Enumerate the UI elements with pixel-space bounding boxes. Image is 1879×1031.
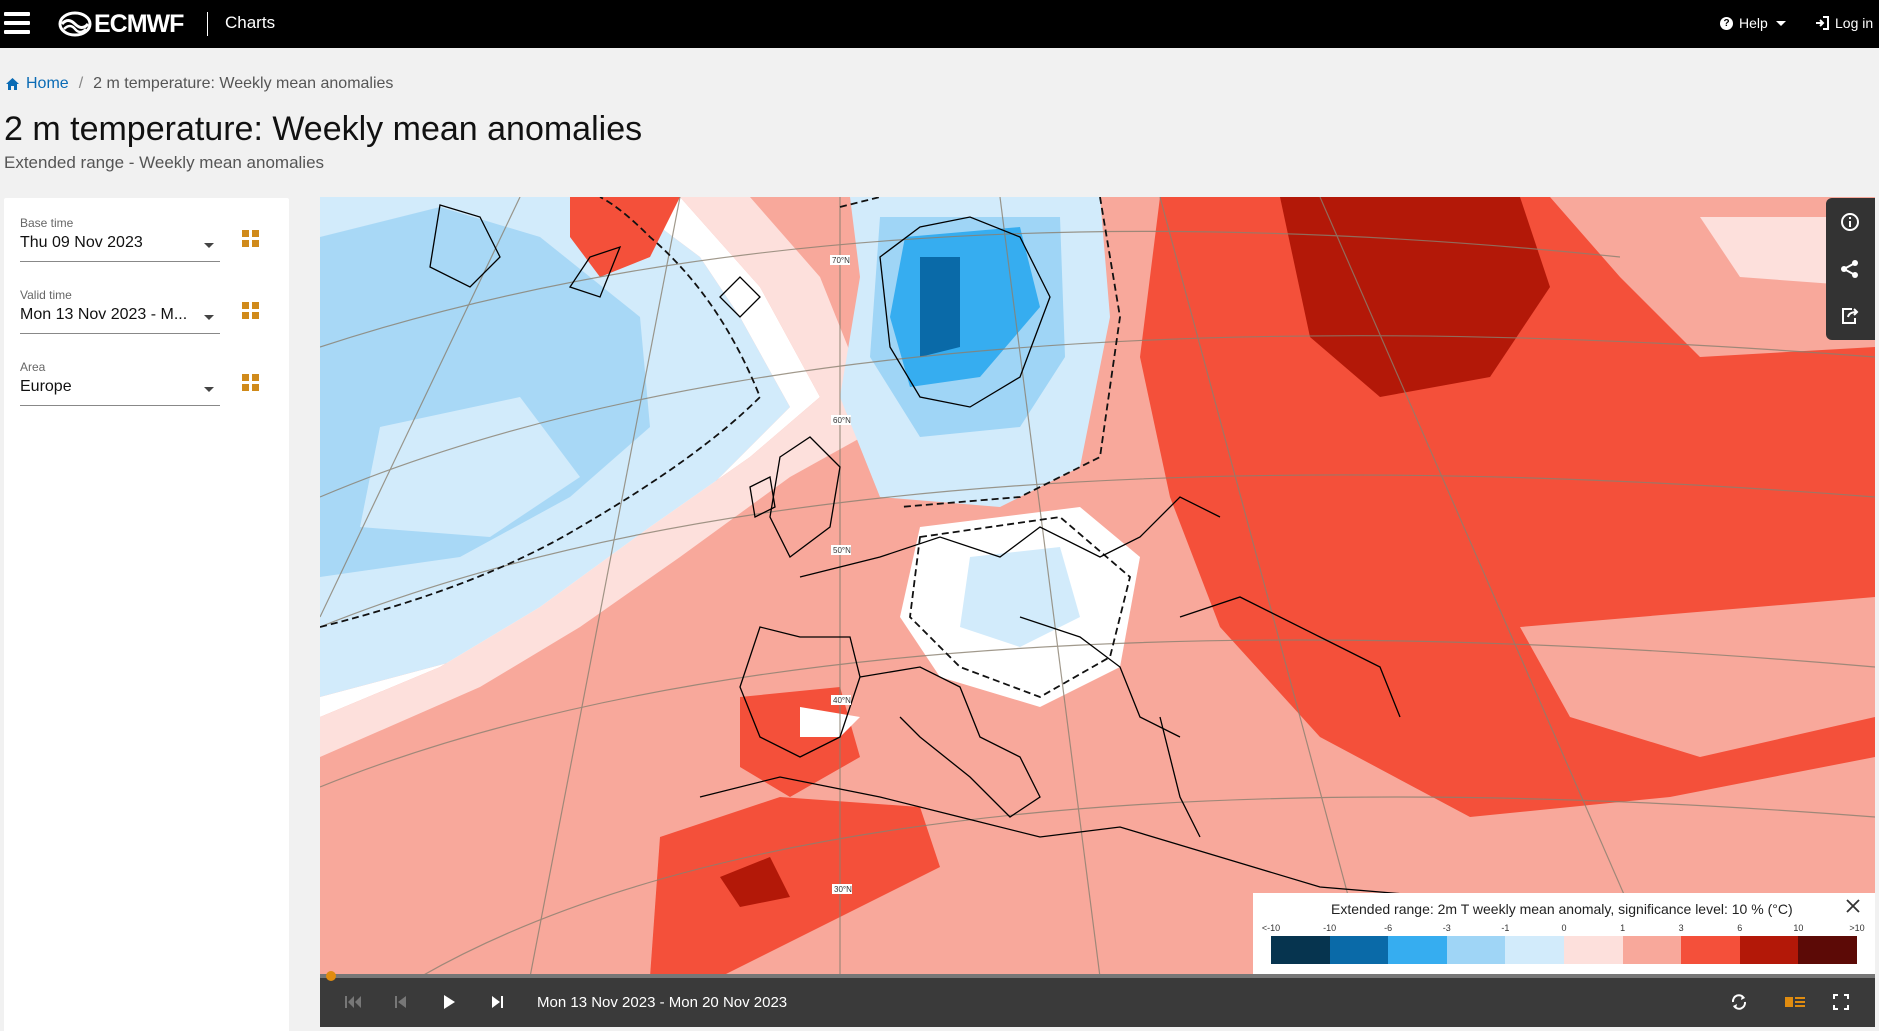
- chevron-down-icon: [1775, 20, 1786, 26]
- legend-tick-label: -1: [1501, 923, 1510, 933]
- login-label: Log in: [1835, 15, 1874, 31]
- legend-tick-label: 3: [1678, 923, 1684, 933]
- login-icon: [1816, 16, 1829, 30]
- loop-icon[interactable]: [1728, 992, 1750, 1012]
- legend-swatch: [1446, 936, 1506, 964]
- lat-label-70: 70°N: [832, 256, 850, 265]
- play-icon[interactable]: [438, 992, 460, 1012]
- valid-time-value: Mon 13 Nov 2023 - M...: [20, 306, 188, 323]
- legend-swatch: [1739, 936, 1799, 964]
- close-icon[interactable]: [1845, 898, 1863, 916]
- grid-icon[interactable]: [242, 374, 259, 391]
- fullscreen-icon[interactable]: [1830, 992, 1852, 1012]
- lat-label-30: 30°N: [834, 885, 852, 894]
- layers-icon[interactable]: [1784, 992, 1806, 1012]
- valid-time-select[interactable]: Mon 13 Nov 2023 - M...: [20, 306, 220, 334]
- help-circle-icon: ?: [1720, 16, 1733, 30]
- valid-time-label: Valid time: [20, 288, 72, 302]
- area-select[interactable]: Europe: [20, 378, 220, 406]
- base-time-value: Thu 09 Nov 2023: [20, 234, 143, 251]
- base-time-field[interactable]: Base time Thu 09 Nov 2023: [20, 216, 220, 262]
- breadcrumb-home[interactable]: Home: [5, 75, 69, 93]
- area-field[interactable]: Area Europe: [20, 360, 220, 406]
- legend-swatch: [1681, 936, 1740, 964]
- legend-swatch: [1505, 936, 1564, 964]
- skip-first-icon[interactable]: [342, 992, 364, 1012]
- lat-label-40: 40°N: [833, 696, 851, 705]
- help-menu[interactable]: ? Help: [1720, 15, 1786, 31]
- legend-tick-label: 10: [1793, 923, 1804, 933]
- chevron-down-icon: [204, 243, 214, 248]
- step-forward-icon[interactable]: [486, 992, 508, 1012]
- step-back-icon[interactable]: [390, 992, 412, 1012]
- breadcrumb-separator: /: [78, 75, 84, 92]
- grid-icon[interactable]: [242, 230, 259, 247]
- info-icon[interactable]: [1838, 210, 1862, 234]
- legend-tick-label: -3: [1442, 923, 1451, 933]
- top-navbar: ECMWF Charts ? Help Log in: [0, 0, 1879, 48]
- share-icon[interactable]: [1838, 257, 1862, 281]
- ecmwf-logo[interactable]: ECMWF: [58, 9, 184, 38]
- brand-name: ECMWF: [94, 9, 184, 38]
- chevron-down-icon: [204, 387, 214, 392]
- app-name[interactable]: Charts: [225, 13, 276, 32]
- login-button[interactable]: Log in: [1815, 15, 1873, 31]
- grid-icon[interactable]: [242, 302, 259, 319]
- legend-ticks: <-10 -10 -6 -3 -1 0 1 3 6 10 >10: [1262, 923, 1865, 935]
- page-subtitle: Extended range - Weekly mean anomalies: [4, 153, 325, 172]
- help-label: Help: [1739, 15, 1768, 31]
- ecmwf-logo-mark: [58, 11, 92, 37]
- legend-tick-label: -6: [1384, 923, 1393, 933]
- valid-time-field[interactable]: Valid time Mon 13 Nov 2023 - M...: [20, 288, 220, 334]
- logo-divider: [207, 12, 208, 36]
- legend-swatch: [1271, 936, 1330, 964]
- legend-tick-label: >10: [1849, 923, 1865, 933]
- valid-date-range: Mon 13 Nov 2023 - Mon 20 Nov 2023: [537, 994, 788, 1011]
- page-title: 2 m temperature: Weekly mean anomalies: [4, 110, 643, 148]
- legend-tick-label: -10: [1323, 923, 1337, 933]
- lat-label-50: 50°N: [833, 546, 851, 555]
- hamburger-icon[interactable]: [4, 12, 30, 36]
- legend-tick-label: 1: [1620, 923, 1626, 933]
- map-tools: [1826, 198, 1875, 340]
- legend-tick-label: <-10: [1261, 923, 1281, 933]
- parameters-sidebar: Base time Thu 09 Nov 2023 Valid time Mon…: [4, 198, 289, 1031]
- legend-swatch: [1388, 936, 1447, 964]
- area-value: Europe: [20, 378, 72, 395]
- colour-legend: Extended range: 2m T weekly mean anomaly…: [1253, 893, 1875, 975]
- legend-colour-bar: [1271, 936, 1857, 964]
- legend-title: Extended range: 2m T weekly mean anomaly…: [1331, 901, 1793, 917]
- legend-swatch: [1563, 936, 1623, 964]
- base-time-select[interactable]: Thu 09 Nov 2023: [20, 234, 220, 262]
- map-panel[interactable]: 70°N 60°N 50°N 40°N 30°N: [320, 197, 1875, 1027]
- timeline-handle[interactable]: [326, 971, 336, 981]
- home-icon: [6, 78, 19, 90]
- legend-swatch: [1798, 936, 1857, 964]
- chevron-down-icon: [204, 315, 214, 320]
- base-time-label: Base time: [20, 216, 74, 230]
- anomaly-map[interactable]: 70°N 60°N 50°N 40°N 30°N: [320, 197, 1875, 977]
- legend-swatch: [1622, 936, 1682, 964]
- timeline-track[interactable]: [320, 974, 1875, 978]
- legend-swatch: [1329, 936, 1389, 964]
- lat-label-60: 60°N: [833, 416, 851, 425]
- area-label: Area: [20, 360, 46, 374]
- breadcrumb-current: 2 m temperature: Weekly mean anomalies: [93, 75, 394, 92]
- breadcrumb: Home / 2 m temperature: Weekly mean anom…: [5, 75, 393, 93]
- playback-bar: Mon 13 Nov 2023 - Mon 20 Nov 2023: [320, 971, 1875, 1027]
- legend-tick-label: 6: [1737, 923, 1743, 933]
- breadcrumb-home-label: Home: [26, 75, 69, 92]
- export-icon[interactable]: [1838, 304, 1862, 328]
- legend-tick-label: 0: [1561, 923, 1567, 933]
